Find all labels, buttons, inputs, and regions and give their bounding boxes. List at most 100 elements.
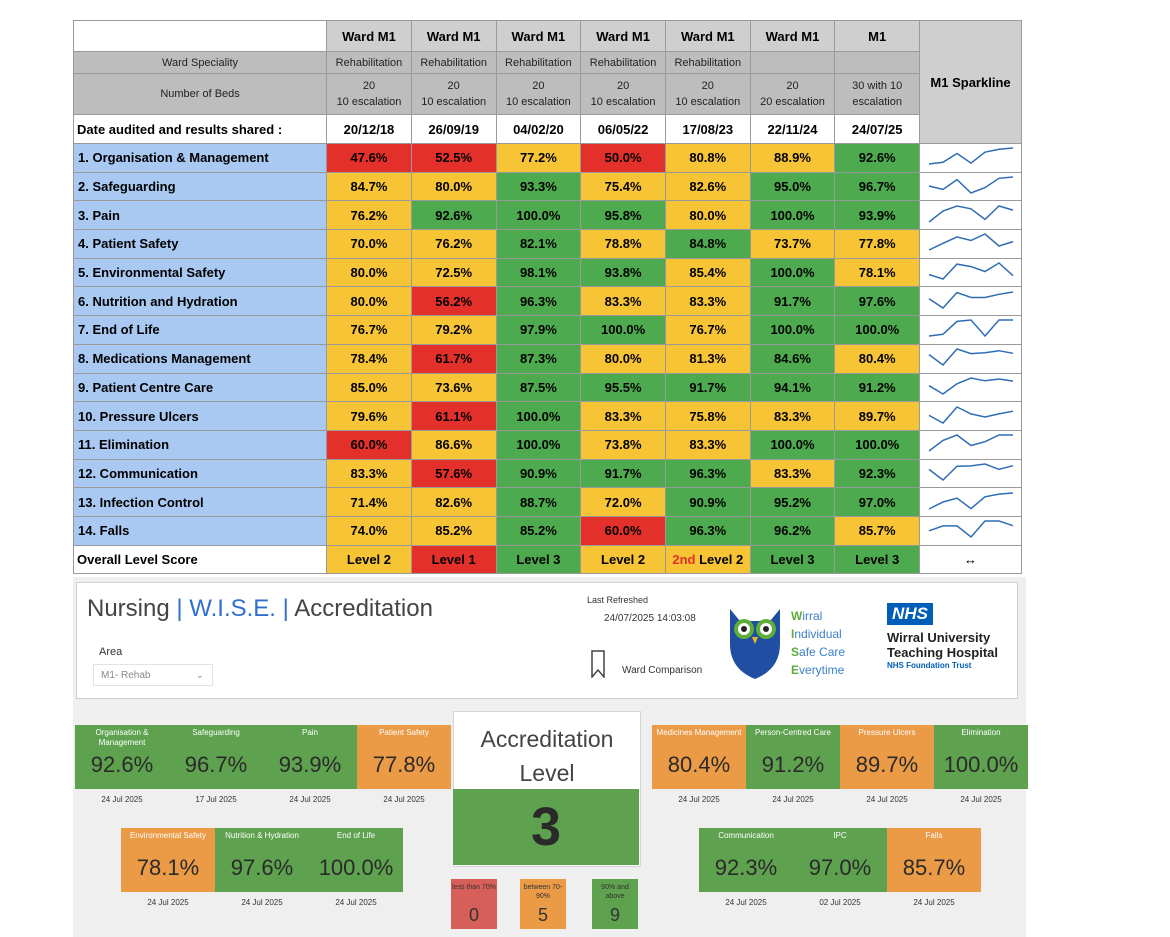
score-cell: 85.2% [495,515,582,546]
sparkline-cell [919,372,1022,403]
ward-header: M1 [834,20,921,52]
score-cell: 100.0% [580,315,666,345]
beds-cell: 30 with 10 escalation [834,73,921,115]
kpi-tile[interactable]: Nutrition & Hydration 97.6% [215,828,309,892]
category-row: 13. Infection Control 71.4% 82.6% 88.7% 72.0… [72,487,1022,517]
category-row: 11. Elimination 60.0% 86.6% 100.0% 73.8% 83.3… [72,429,1022,460]
category-label: 3. Pain [72,200,328,231]
title-wise: W.I.S.E. [189,595,276,622]
kpi-tile-label: Elimination [961,728,1001,737]
title-accreditation: Accreditation [294,595,433,622]
sparkline-line [928,405,1013,424]
category-row: 7. End of Life 76.7% 79.2% 97.9% 100.0% 76.7%… [72,315,1022,345]
score-cell: 91.7% [664,372,751,403]
kpi-tile[interactable]: Safeguarding 96.7% [169,725,263,789]
category-row: 12. Communication 83.3% 57.6% 90.9% 91.7% 96.… [72,458,1022,489]
kpi-tile[interactable]: Organisation & Management 92.6% [75,725,169,789]
sparkline-line [928,147,1013,166]
score-cell: 76.7% [664,315,751,345]
score-cell: 92.6% [834,143,921,173]
kpi-tile-label: Falls [925,831,943,840]
score-cell: 61.1% [410,401,497,431]
kpi-tile[interactable]: Medicines Management 80.4% [652,725,746,789]
category-row: 10. Pressure Ulcers 79.6% 61.1% 100.0% 83.3%… [72,401,1022,431]
score-cell: 100.0% [749,429,836,460]
threshold-label: between 70-90% [523,884,563,900]
score-cell: 89.7% [834,401,921,431]
sparkline [928,233,1013,252]
beds-label: Number of Beds [72,73,328,115]
score-cell: 83.3% [749,458,836,489]
score-cell: 100.0% [834,315,921,345]
score-cell: 93.9% [834,200,921,231]
kpi-tile[interactable]: Pain 93.9% [263,725,357,789]
kpi-tile-label: Safeguarding [192,728,240,737]
level-cell: Level 3 [834,544,921,574]
speciality-cell: Rehabilitation [495,51,582,74]
kpi-tile[interactable]: Communication 92.3% [699,828,793,892]
kpi-tile[interactable]: End of Life 100.0% [309,828,403,892]
score-cell: 96.3% [664,458,751,489]
level-row: Overall Level Score Level 2 Level 1 Level 3… [72,544,1022,574]
score-cell: 91.2% [834,372,921,403]
category-label: 5. Environmental Safety [72,257,328,288]
kpi-tile[interactable]: IPC 97.0% [793,828,887,892]
score-cell: 96.3% [495,286,582,317]
kpi-tile-value: 96.7% [184,752,248,777]
level-cell: Level 3 [749,544,836,574]
score-cell: 83.3% [664,429,751,460]
category-row: 8. Medications Management 78.4% 61.7% 87.3%… [72,343,1022,374]
score-cell: 95.0% [749,171,836,202]
score-cell: 100.0% [749,200,836,231]
score-cell: 80.8% [664,143,751,173]
speciality-cell [834,51,921,74]
score-cell: 85.7% [834,515,921,546]
kpi-tile-value: 80.4% [667,752,731,777]
sparkline [928,147,1013,166]
score-cell: 82.6% [410,487,497,517]
nhs-foundation-trust: NHS Foundation Trust [887,661,972,670]
kpi-tile-value: 78.1% [136,855,200,880]
kpi-tile-value: 77.8% [372,752,436,777]
kpi-tile[interactable]: Person-Centred Care 91.2% [746,725,840,789]
last-refreshed-value: 24/07/2025 14:03:08 [604,613,696,624]
area-select[interactable]: M1- Rehab ⌄ [93,664,213,686]
score-cell: 88.7% [495,487,582,517]
kpi-tile-date: 24 Jul 2025 [678,795,720,804]
dashboard-header: Nursing | W.I.S.E. | Accreditation Area … [76,582,1018,699]
score-cell: 83.3% [664,286,751,317]
sparkline [928,291,1013,309]
score-cell: 83.3% [326,458,412,489]
sparkline-line [928,377,1013,395]
sparkline [928,204,1013,223]
ward-header-row: Ward M1 Ward M1 Ward M1 Ward M1 Ward M1 Ward … [72,20,1022,144]
dashboard-panel: Nursing | W.I.S.E. | Accreditation Area … [73,577,1028,937]
category-row: 4. Patient Safety 70.0% 76.2% 82.1% 78.8% 84.… [72,229,1022,259]
kpi-tile[interactable]: Patient Safety 77.8% [357,725,451,789]
category-label: 4. Patient Safety [72,229,328,259]
threshold-count: 9 [609,905,620,925]
sparkline [928,520,1013,539]
kpi-tile[interactable]: Environmental Safety 78.1% [121,828,215,892]
category-row: 9. Patient Centre Care 85.0% 73.6% 87.5% 95.… [72,372,1022,403]
ward-comparison-link[interactable]: Ward Comparison [622,665,703,676]
sparkline-line [928,291,1013,309]
kpi-tile[interactable]: Falls 85.7% [887,828,981,892]
score-cell: 91.7% [580,458,666,489]
score-cell: 76.2% [410,229,497,259]
kpi-tile-value: 89.7% [855,752,919,777]
score-cell: 85.0% [326,372,412,403]
date-row: Date audited and results shared : 20/12/… [72,114,1022,144]
bookmark-icon[interactable] [591,650,605,678]
audit-date: 24/07/25 [834,114,921,144]
audit-date: 04/02/20 [495,114,582,144]
area-selected-value: M1- Rehab [101,670,151,681]
score-cell: 88.9% [749,143,836,173]
kpi-tile-date: 24 Jul 2025 [289,795,331,804]
kpi-tile[interactable]: Pressure Ulcers 89.7% [840,725,934,789]
kpi-tile[interactable]: Elimination 100.0% [934,725,1028,789]
ward-header: Ward M1 [495,20,582,52]
sparkline [928,377,1013,395]
speciality-cell: Rehabilitation [664,51,751,74]
score-cell: 100.0% [834,429,921,460]
